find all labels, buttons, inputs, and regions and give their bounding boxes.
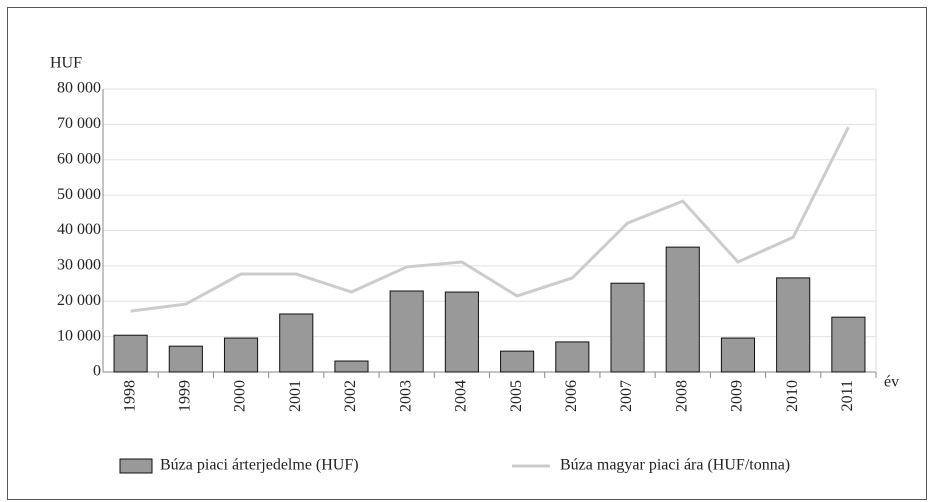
bar (389, 290, 424, 373)
x-tick-label: 2001 (287, 380, 304, 412)
y-tick-label: 50 000 (57, 186, 101, 203)
x-tick-label: 2000 (232, 380, 249, 412)
legend-label: Búza magyar piaci ára (HUF/tonna) (560, 457, 790, 474)
line (130, 126, 850, 313)
bar (776, 277, 811, 373)
x-axis-label: év (884, 374, 899, 391)
legend-swatch (119, 458, 153, 474)
y-axis-label: HUF (50, 55, 82, 72)
x-tick-label: 2004 (453, 380, 470, 412)
x-tick-label: 2006 (563, 380, 580, 412)
x-tick-label: 2007 (618, 380, 635, 412)
x-tick-label: 2010 (784, 380, 801, 412)
x-tick-label: 2003 (397, 380, 414, 412)
bar (223, 337, 259, 373)
x-tick-label: 2008 (673, 380, 690, 412)
frame (7, 7, 927, 500)
y-tick-label: 40 000 (57, 221, 101, 238)
y-tick-label: 60 000 (57, 150, 101, 167)
bar (610, 282, 645, 373)
bar (555, 341, 590, 373)
x-tick-label: 2005 (508, 380, 525, 412)
y-tick-label: 80 000 (57, 80, 101, 97)
x-tick-label: 2002 (342, 380, 359, 412)
bar (831, 316, 866, 373)
bar (720, 337, 756, 373)
legend-label: Búza piaci árterjedelme (HUF) (160, 457, 359, 474)
bar (168, 345, 203, 373)
bar (665, 246, 700, 373)
y-tick-label: 10 000 (57, 327, 101, 344)
x-tick-label: 1999 (176, 380, 193, 412)
x-tick-label: 1998 (121, 380, 138, 412)
x-tick-label: 2011 (839, 380, 856, 411)
bar (279, 313, 314, 373)
bar (113, 334, 148, 373)
bar (500, 350, 535, 373)
bar (444, 291, 479, 373)
y-tick-label: 20 000 (57, 292, 101, 309)
y-tick-label: 30 000 (57, 257, 101, 274)
x-tick-label: 2009 (729, 380, 746, 412)
y-tick-label: 70 000 (57, 115, 101, 132)
y-tick-label: 0 (93, 363, 101, 380)
bar (334, 360, 369, 373)
